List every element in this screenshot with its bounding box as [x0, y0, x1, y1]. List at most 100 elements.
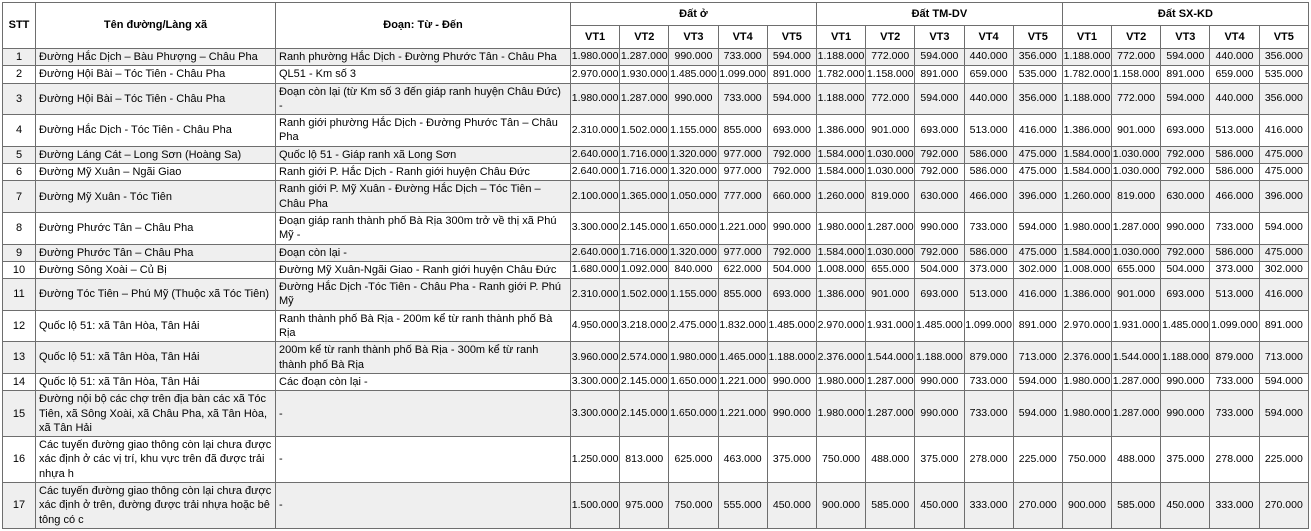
price-cell-dat-sx-kd: 1.782.000	[1061, 65, 1113, 84]
stt-cell: 1	[2, 47, 36, 67]
price-cell-dat-o: 977.000	[717, 145, 768, 165]
price-cell-dat-tm-dv: 1.099.000	[963, 309, 1014, 343]
price-cell-dat-tm-dv: 1.158.000	[865, 65, 916, 84]
road-name-cell: Các tuyến đường giao thông còn lại chưa …	[35, 482, 276, 529]
col-header-segment: Đoạn: Từ - Đến	[275, 2, 571, 49]
price-cell-dat-sx-kd: 1.188.000	[1160, 341, 1211, 374]
price-cell-dat-o: 792.000	[766, 163, 817, 182]
table-row: 4 Đường Hắc Dịch - Tóc Tiên - Châu Pha Ran…	[2, 114, 1310, 147]
price-cell-dat-sx-kd: 373.000	[1209, 260, 1260, 280]
stt-cell: 10	[2, 260, 36, 280]
price-cell-dat-o: 1.188.000	[766, 341, 817, 374]
stt-cell: 8	[2, 211, 36, 245]
price-cell-dat-tm-dv: 475.000	[1012, 163, 1063, 182]
price-cell-dat-o: 3.218.000	[619, 309, 670, 343]
vt-column-header-dat-sx-kd-vt3: VT3	[1160, 25, 1211, 49]
price-cell-dat-tm-dv: 302.000	[1012, 260, 1063, 280]
price-cell-dat-tm-dv: 333.000	[963, 482, 1014, 529]
price-cell-dat-sx-kd: 1.980.000	[1061, 211, 1113, 245]
price-cell-dat-tm-dv: 594.000	[1012, 211, 1063, 245]
table-header: STT Tên đường/Làng xã Đoạn: Từ - Đến Đất…	[2, 2, 1310, 49]
price-cell-dat-tm-dv: 594.000	[914, 47, 965, 67]
price-cell-dat-sx-kd: 713.000	[1258, 341, 1310, 374]
price-cell-dat-sx-kd: 772.000	[1111, 47, 1162, 67]
price-cell-dat-tm-dv: 891.000	[1012, 309, 1063, 343]
price-cell-dat-tm-dv: 594.000	[914, 82, 965, 116]
price-cell-dat-tm-dv: 535.000	[1012, 65, 1063, 84]
price-cell-dat-o: 1.716.000	[619, 243, 670, 262]
col-header-road-name: Tên đường/Làng xã	[35, 2, 276, 49]
road-name-cell: Đường Mỹ Xuân – Ngãi Giao	[35, 163, 276, 182]
price-cell-dat-o: 2.475.000	[668, 309, 719, 343]
price-cell-dat-tm-dv: 594.000	[1012, 372, 1063, 392]
price-cell-dat-tm-dv: 733.000	[963, 372, 1014, 392]
price-cell-dat-sx-kd: 1.584.000	[1061, 145, 1113, 165]
table-row: 10 Đường Sông Xoài – Củ Bị Đường Mỹ Xuân-N…	[2, 260, 1310, 280]
road-name-cell: Đường Mỹ Xuân - Tóc Tiên	[35, 180, 276, 213]
vt-column-header-dat-tm-dv-vt4: VT4	[963, 25, 1014, 49]
price-cell-dat-tm-dv: 416.000	[1012, 278, 1063, 311]
price-cell-dat-o: 3.960.000	[569, 341, 621, 374]
price-cell-dat-tm-dv: 693.000	[914, 278, 965, 311]
price-cell-dat-o: 2.145.000	[619, 211, 670, 245]
price-cell-dat-sx-kd: 901.000	[1111, 114, 1162, 147]
segment-cell: Đường Hắc Dịch -Tóc Tiên - Châu Pha - Ra…	[275, 278, 571, 311]
price-cell-dat-sx-kd: 302.000	[1258, 260, 1310, 280]
price-cell-dat-sx-kd: 655.000	[1111, 260, 1162, 280]
price-cell-dat-tm-dv: 792.000	[914, 145, 965, 165]
table-row: 15 Đường nội bộ các chợ trên địa bàn các …	[2, 390, 1310, 438]
price-cell-dat-sx-kd: 990.000	[1160, 372, 1211, 392]
segment-cell: Các đoạn còn lại -	[275, 372, 571, 392]
price-cell-dat-o: 733.000	[717, 82, 768, 116]
vt-column-header-dat-o-vt4: VT4	[717, 25, 768, 49]
price-cell-dat-o: 693.000	[766, 114, 817, 147]
price-cell-dat-o: 1.287.000	[619, 47, 670, 67]
price-cell-dat-sx-kd: 504.000	[1160, 260, 1211, 280]
price-cell-dat-sx-kd: 659.000	[1209, 65, 1260, 84]
price-cell-dat-tm-dv: 1.188.000	[815, 47, 867, 67]
price-cell-dat-tm-dv: 1.584.000	[815, 145, 867, 165]
stt-cell: 11	[2, 278, 36, 311]
price-cell-dat-tm-dv: 1.030.000	[865, 145, 916, 165]
price-cell-dat-o: 3.300.000	[569, 372, 621, 392]
price-cell-dat-o: 1.485.000	[766, 309, 817, 343]
price-cell-dat-tm-dv: 586.000	[963, 243, 1014, 262]
stt-cell: 2	[2, 65, 36, 84]
price-cell-dat-o: 990.000	[766, 211, 817, 245]
price-cell-dat-o: 555.000	[717, 482, 768, 529]
vt-header-row: VT1 VT2 VT3 VT4 VT5 VT1 VT2 VT3 VT4 VT5 VT1 VT2 VT3 V…	[3, 25, 1310, 49]
road-name-cell: Đường Hội Bài – Tóc Tiên - Châu Pha	[35, 82, 276, 116]
price-cell-dat-sx-kd: 990.000	[1160, 211, 1211, 245]
price-cell-dat-tm-dv: 1.030.000	[865, 243, 916, 262]
price-cell-dat-tm-dv: 891.000	[914, 65, 965, 84]
price-cell-dat-o: 1.930.000	[619, 65, 670, 84]
price-cell-dat-tm-dv: 879.000	[963, 341, 1014, 374]
price-cell-dat-o: 1.221.000	[717, 372, 768, 392]
price-cell-dat-o: 840.000	[668, 260, 719, 280]
price-cell-dat-o: 2.640.000	[569, 243, 621, 262]
price-cell-dat-tm-dv: 901.000	[865, 278, 916, 311]
stt-cell: 6	[2, 163, 36, 182]
price-cell-dat-sx-kd: 513.000	[1209, 278, 1260, 311]
table-row: 2 Đường Hội Bài – Tóc Tiên - Châu Pha QL51…	[2, 65, 1310, 84]
price-cell-dat-sx-kd: 772.000	[1111, 82, 1162, 116]
price-cell-dat-sx-kd: 270.000	[1258, 482, 1310, 529]
price-cell-dat-sx-kd: 1.287.000	[1111, 390, 1162, 438]
road-name-cell: Quốc lộ 51: xã Tân Hòa, Tân Hải	[35, 372, 276, 392]
price-cell-dat-tm-dv: 1.287.000	[865, 372, 916, 392]
vt-column-header-dat-sx-kd-vt5: VT5	[1258, 25, 1310, 49]
price-cell-dat-sx-kd: 475.000	[1258, 163, 1310, 182]
price-cell-dat-tm-dv: 630.000	[914, 180, 965, 213]
price-cell-dat-sx-kd: 535.000	[1258, 65, 1310, 84]
price-cell-dat-o: 3.300.000	[569, 390, 621, 438]
segment-cell: Quốc lộ 51 - Giáp ranh xã Long Sơn	[275, 145, 571, 165]
price-cell-dat-tm-dv: 373.000	[963, 260, 1014, 280]
price-cell-dat-tm-dv: 1.584.000	[815, 243, 867, 262]
price-cell-dat-sx-kd: 416.000	[1258, 114, 1310, 147]
price-cell-dat-tm-dv: 1.584.000	[815, 163, 867, 182]
price-cell-dat-tm-dv: 475.000	[1012, 243, 1063, 262]
group-header-row: STT Tên đường/Làng xã Đoạn: Từ - Đến Đất…	[2, 2, 1310, 49]
segment-cell: Đoạn còn lại -	[275, 243, 571, 262]
